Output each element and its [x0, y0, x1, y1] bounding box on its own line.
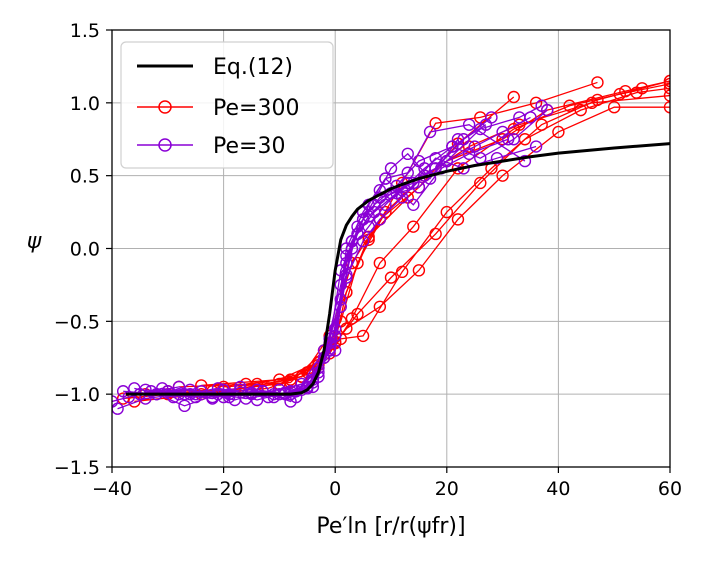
series-pe300-point — [429, 117, 442, 130]
data-layer — [112, 74, 670, 415]
series-pe30-point — [401, 166, 414, 179]
series-pe300-point — [663, 77, 670, 91]
series-pe300-point — [513, 118, 526, 131]
series-pe300-line — [245, 96, 515, 385]
series-pe30-point — [529, 140, 543, 153]
x-tick-label: 60 — [658, 478, 682, 500]
series-pe30-point — [384, 162, 398, 175]
series-pe300-point — [663, 89, 670, 102]
series-pe30-point — [340, 268, 353, 281]
y-tick-label: 1.0 — [70, 93, 100, 115]
series-pe300-point — [619, 84, 632, 98]
x-tick-label: −20 — [204, 478, 244, 500]
y-tick-label: 0.5 — [70, 166, 100, 188]
legend-box — [120, 41, 334, 169]
y-tick-label: −1.5 — [54, 457, 100, 479]
y-tick-label: 0.0 — [70, 239, 100, 261]
series-pe30-point — [301, 382, 314, 395]
series-pe30-point — [429, 151, 442, 165]
series-pe30-point — [401, 147, 414, 161]
x-tick-label: 0 — [329, 478, 341, 500]
series-pe300-point — [663, 82, 670, 95]
series-pe30-point — [379, 172, 392, 185]
y-tick-label: −0.5 — [54, 311, 100, 333]
legend-pe300-marker — [158, 100, 172, 114]
series-pe30-point — [479, 118, 493, 131]
series-pe30-point — [513, 111, 526, 124]
series-pe30-point — [167, 390, 180, 404]
x-tick-label: 20 — [435, 478, 459, 500]
series-pe30-point — [351, 220, 364, 233]
series-pe300-point — [356, 329, 370, 343]
series-pe30-point — [340, 242, 353, 255]
series-pe300-line — [134, 87, 670, 403]
legend-pe30-marker — [158, 138, 172, 152]
series-pe30-point — [189, 390, 202, 404]
series-pe300-point — [116, 392, 130, 405]
tick-layer: −40 −20 0 20 40 60 −1.5 −1.0 −0.5 0.0 0.5 1.0 1.5 — [54, 20, 682, 500]
series-pe30-point — [206, 390, 219, 404]
series-pe30-point — [462, 118, 476, 131]
series-pe300-point — [440, 205, 453, 219]
series-pe30-point — [462, 147, 476, 161]
x-axis-label: Pe′ln [r/r(ψfr)] — [316, 514, 465, 539]
series-pe300-point — [273, 373, 286, 386]
series-pe300-point — [507, 90, 520, 104]
series-pe300-point — [412, 264, 426, 277]
series-pe300-point — [373, 256, 387, 270]
series-pe300-point — [585, 96, 599, 110]
series-pe300-point — [373, 300, 387, 313]
series-pe30-point — [423, 125, 437, 139]
series-pe30-point — [368, 198, 381, 212]
series-pe300-point — [345, 312, 359, 325]
series-pe300-point — [591, 76, 604, 89]
series-pe30-point — [222, 390, 236, 404]
y-axis-label: ψ — [27, 229, 42, 254]
series-pe30-point — [329, 329, 342, 343]
series-pe30-point — [518, 154, 532, 168]
series-pe30-point — [541, 103, 554, 117]
series-pe300-line — [223, 81, 598, 388]
series-pe30-point — [112, 395, 119, 408]
legend-eq12-label: Eq.(12) — [213, 55, 293, 80]
series-pe30-point — [256, 385, 269, 398]
series-pe300-point — [384, 271, 398, 284]
series-pe300-point — [407, 220, 420, 233]
series-pe30-point — [407, 198, 420, 212]
series-pe30-point — [507, 133, 520, 146]
series-pe300-point — [552, 125, 565, 139]
y-tick-label: 1.5 — [70, 20, 100, 42]
series-pe30-point — [334, 300, 347, 313]
series-pe300-point — [608, 101, 621, 114]
series-pe30-point — [446, 140, 459, 153]
x-tick-label: 40 — [546, 478, 570, 500]
series-pe300-point — [395, 265, 409, 279]
legend-pe300-label: Pe=300 — [213, 96, 299, 121]
series-pe30-point — [490, 151, 504, 165]
series-eq12-curve — [125, 142, 670, 396]
series-pe30-point — [122, 390, 135, 404]
series-pe300-point — [496, 169, 509, 182]
x-tick-label: −40 — [92, 478, 132, 500]
series-pe300-point — [535, 118, 548, 131]
series-pe300-point — [663, 101, 670, 114]
series-pe300-point — [474, 176, 487, 190]
series-pe300-line — [167, 83, 670, 392]
legend: Eq.(12) Pe=300 Pe=30 — [120, 41, 334, 169]
series-pe300-point — [451, 213, 465, 226]
legend-pe30-label: Pe=30 — [213, 134, 285, 159]
series-pe300-point — [663, 74, 670, 88]
y-tick-label: −1.0 — [54, 384, 100, 406]
